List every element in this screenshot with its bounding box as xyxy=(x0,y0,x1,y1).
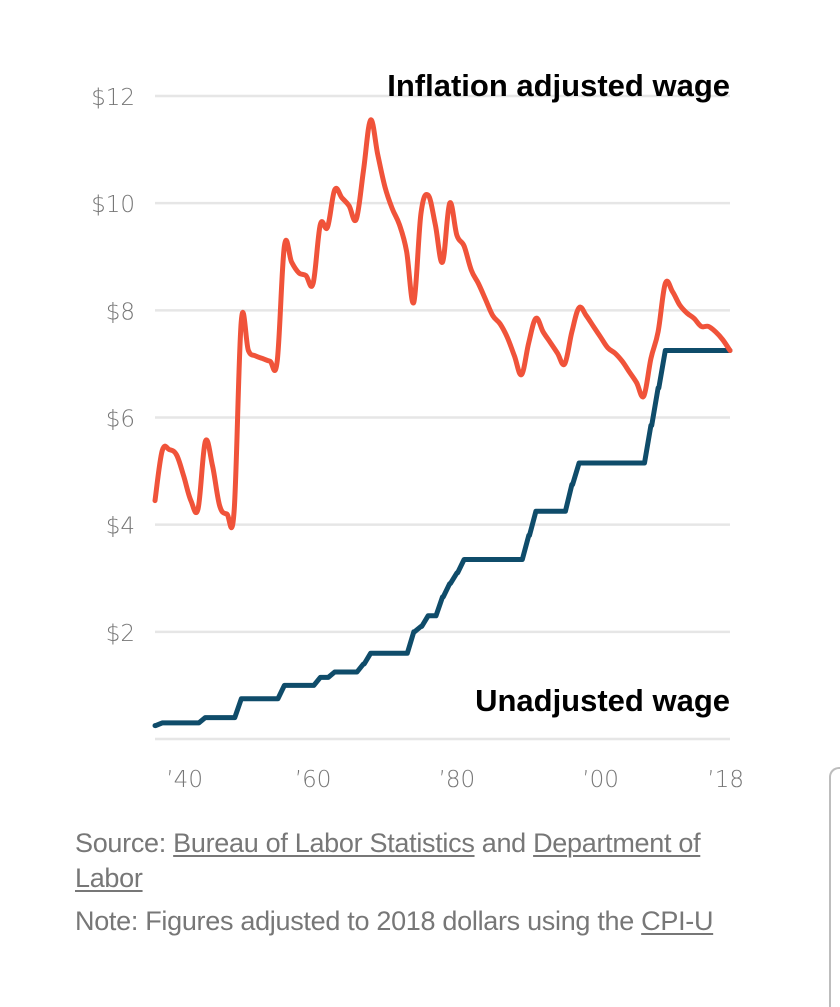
series-line-inflation-adjusted xyxy=(152,117,733,531)
x-tick-label: ’40 xyxy=(166,767,203,793)
x-axis-ticks: ’40 ’60 ’80 ’00 ’18 xyxy=(166,767,744,793)
legend-label-inflation-adjusted: Inflation adjusted wage xyxy=(387,68,730,103)
wage-line-chart: $12 $10 $8 $6 $4 $2 ’40 ’60 ’80 ’00 ’18 Inflation… xyxy=(91,68,744,793)
series-line-unadjusted xyxy=(152,348,733,729)
bls-link[interactable]: Bureau of Labor Statistics xyxy=(173,828,475,858)
dol-link[interactable]: Department of Labor xyxy=(75,828,701,893)
y-tick-label: $10 xyxy=(91,192,135,218)
overlay-panel-edge xyxy=(829,767,840,1007)
gridlines xyxy=(155,94,730,741)
chart-footer: Source: Bureau of Labor Statistics and D… xyxy=(75,826,775,947)
x-tick-label: ’00 xyxy=(582,767,619,793)
source-prefix: Source: xyxy=(75,828,174,858)
series-lines xyxy=(152,117,733,729)
x-tick-label: ’80 xyxy=(439,767,476,793)
source-and: and xyxy=(474,828,534,858)
note-text: Note: Figures adjusted to 2018 dollars u… xyxy=(75,906,642,936)
y-tick-label: $2 xyxy=(106,621,135,647)
cpi-u-link[interactable]: CPI-U xyxy=(641,906,714,936)
note-line: Note: Figures adjusted to 2018 dollars u… xyxy=(75,904,775,939)
x-tick-label: ’60 xyxy=(295,767,332,793)
y-tick-label: $6 xyxy=(106,407,135,433)
legend-label-unadjusted: Unadjusted wage xyxy=(475,683,730,718)
x-tick-label: ’18 xyxy=(707,767,744,793)
y-axis-ticks: $12 $10 $8 $6 $4 $2 xyxy=(91,85,135,647)
y-tick-label: $8 xyxy=(106,299,135,325)
y-tick-label: $4 xyxy=(106,514,135,540)
y-tick-label: $12 xyxy=(91,85,135,111)
source-line: Source: Bureau of Labor Statistics and D… xyxy=(75,826,775,896)
